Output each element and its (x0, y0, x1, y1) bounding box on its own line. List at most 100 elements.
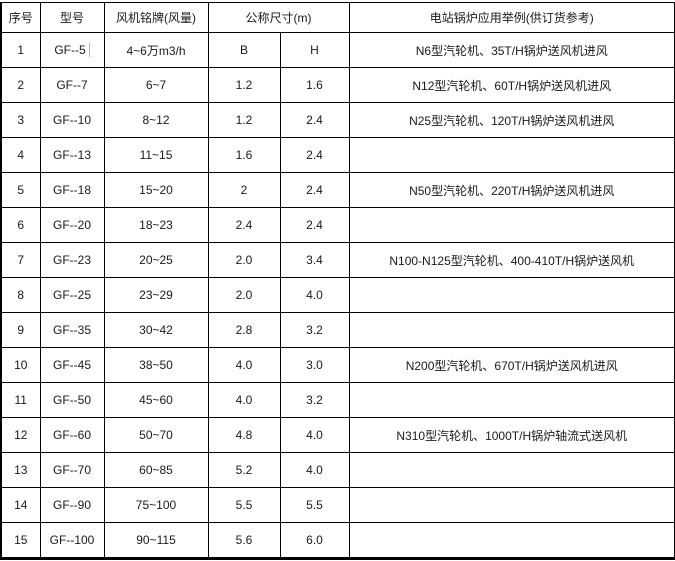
application-cell[interactable]: N100-N125型汽轮机、400-410T/H锅炉送风机 (348, 242, 675, 278)
airflow-cell[interactable]: 38~50 (103, 347, 209, 383)
airflow-cell[interactable]: 75~100 (103, 487, 209, 523)
model-cell[interactable]: GF--60 (39, 417, 105, 453)
row-index-cell[interactable]: 1 (0, 32, 41, 68)
airflow-cell[interactable]: 90~115 (103, 522, 209, 559)
dimension-b-cell[interactable]: 5.5 (207, 487, 281, 523)
dimension-h-cell[interactable]: 4.0 (279, 277, 350, 313)
header-application[interactable]: 电站锅炉应用举例(供订货参考) (348, 2, 675, 33)
application-cell[interactable] (348, 382, 675, 418)
application-cell[interactable] (348, 312, 675, 348)
dimension-b-cell[interactable]: 2.4 (207, 207, 281, 243)
model-cell[interactable]: GF--45 (39, 347, 105, 383)
dimension-b-cell[interactable]: 4.0 (207, 382, 281, 418)
dimension-h-cell[interactable]: 2.4 (279, 172, 350, 208)
dimension-h-cell[interactable]: 3.2 (279, 312, 350, 348)
dimension-b-cell[interactable]: 2.0 (207, 242, 281, 278)
row-index-cell[interactable]: 14 (0, 487, 41, 523)
dimension-h-cell[interactable]: 4.0 (279, 452, 350, 488)
row-index-cell[interactable]: 9 (0, 312, 41, 348)
application-cell[interactable]: N310型汽轮机、1000T/H锅炉轴流式送风机 (348, 417, 675, 453)
row-index-cell[interactable]: 13 (0, 452, 41, 488)
row-index-cell[interactable]: 8 (0, 277, 41, 313)
dimension-b-cell[interactable]: 4.0 (207, 347, 281, 383)
application-cell[interactable]: N50型汽轮机、220T/H锅炉送风机进风 (348, 172, 675, 208)
model-cell[interactable]: GF--70 (39, 452, 105, 488)
model-cell[interactable]: GF--13 (39, 137, 105, 173)
airflow-cell[interactable]: 6~7 (103, 67, 209, 103)
airflow-cell[interactable]: 15~20 (103, 172, 209, 208)
application-cell[interactable] (348, 207, 675, 243)
application-cell[interactable] (348, 452, 675, 488)
application-cell[interactable]: N12型汽轮机、60T/H锅炉送风机进风 (348, 67, 675, 103)
row-index-cell[interactable]: 15 (0, 522, 41, 559)
dimension-h-cell[interactable]: 4.0 (279, 417, 350, 453)
application-cell[interactable]: N25型汽轮机、120T/H锅炉送风机进风 (348, 102, 675, 138)
row-index-cell-text: 6 (17, 218, 25, 232)
dimension-b-cell[interactable]: 1.2 (207, 102, 281, 138)
dimension-h-cell[interactable]: 1.6 (279, 67, 350, 103)
row-index-cell[interactable]: 2 (0, 67, 41, 103)
header-model[interactable]: 型号 (39, 2, 105, 33)
model-cell[interactable]: GF--5 (39, 32, 105, 68)
row-index-cell[interactable]: 12 (0, 417, 41, 453)
model-cell[interactable]: GF--10 (39, 102, 105, 138)
application-cell[interactable]: N6型汽轮机、35T/H锅炉送风机进风 (348, 32, 675, 68)
header-airflow[interactable]: 风机铭牌(风量) (103, 2, 209, 33)
model-cell[interactable]: GF--25 (39, 277, 105, 313)
dimension-h-cell[interactable]: 2.4 (279, 207, 350, 243)
airflow-cell[interactable]: 11~15 (103, 137, 209, 173)
row-index-cell[interactable]: 11 (0, 382, 41, 418)
airflow-cell[interactable]: 8~12 (103, 102, 209, 138)
dimension-h-cell[interactable]: 2.4 (279, 137, 350, 173)
application-cell[interactable] (348, 137, 675, 173)
model-cell[interactable]: GF--23 (39, 242, 105, 278)
airflow-cell[interactable]: 23~29 (103, 277, 209, 313)
dimension-h-cell[interactable]: H (279, 32, 350, 68)
application-cell[interactable] (348, 522, 675, 559)
application-cell[interactable] (348, 277, 675, 313)
dimension-b-cell[interactable]: 2 (207, 172, 281, 208)
dimension-b-cell[interactable]: 1.6 (207, 137, 281, 173)
header-index[interactable]: 序号 (0, 2, 41, 33)
row-index-cell[interactable]: 6 (0, 207, 41, 243)
dimension-b-cell[interactable]: 5.2 (207, 452, 281, 488)
model-cell[interactable]: GF--35 (39, 312, 105, 348)
row-index-cell[interactable]: 5 (0, 172, 41, 208)
dimension-b-cell[interactable]: 1.2 (207, 67, 281, 103)
dimension-h-cell[interactable]: 3.4 (279, 242, 350, 278)
dimension-b-cell[interactable]: 4.8 (207, 417, 281, 453)
dimension-b-cell[interactable]: 2.8 (207, 312, 281, 348)
dimension-h-cell[interactable]: 5.5 (279, 487, 350, 523)
row-index-cell[interactable]: 4 (0, 137, 41, 173)
row-index-cell[interactable]: 7 (0, 242, 41, 278)
airflow-cell[interactable]: 45~60 (103, 382, 209, 418)
dimension-h-cell-text: 2.4 (306, 113, 323, 127)
model-cell[interactable]: GF--50 (39, 382, 105, 418)
airflow-cell[interactable]: 18~23 (103, 207, 209, 243)
dimension-h-cell[interactable]: 6.0 (279, 522, 350, 559)
model-cell[interactable]: GF--18 (39, 172, 105, 208)
dimension-b-cell-text: 5.2 (235, 463, 253, 477)
application-cell[interactable] (348, 487, 675, 523)
airflow-cell[interactable]: 30~42 (103, 312, 209, 348)
dimension-b-cell[interactable]: 5.6 (207, 522, 281, 559)
header-dimensions[interactable]: 公称尺寸(m) (207, 2, 350, 33)
model-cell[interactable]: GF--90 (39, 487, 105, 523)
model-cell[interactable]: GF--100 (39, 522, 105, 559)
model-cell[interactable]: GF--20 (39, 207, 105, 243)
application-cell[interactable]: N200型汽轮机、670T/H锅炉送风机进风 (348, 347, 675, 383)
airflow-cell[interactable]: 50~70 (103, 417, 209, 453)
airflow-cell[interactable]: 4~6万m3/h (103, 32, 209, 68)
airflow-cell[interactable]: 60~85 (103, 452, 209, 488)
dimension-b-cell[interactable]: B (207, 32, 281, 68)
model-cell-text: GF--5 (54, 42, 86, 57)
dimension-b-cell[interactable]: 2.0 (207, 277, 281, 313)
model-cell[interactable]: GF--7 (39, 67, 105, 103)
airflow-cell[interactable]: 20~25 (103, 242, 209, 278)
dimension-h-cell[interactable]: 3.0 (279, 347, 350, 383)
row-index-cell[interactable]: 10 (0, 347, 41, 383)
dimension-h-cell[interactable]: 2.4 (279, 102, 350, 138)
dimension-h-cell[interactable]: 3.2 (279, 382, 350, 418)
row-index-cell[interactable]: 3 (0, 102, 41, 138)
